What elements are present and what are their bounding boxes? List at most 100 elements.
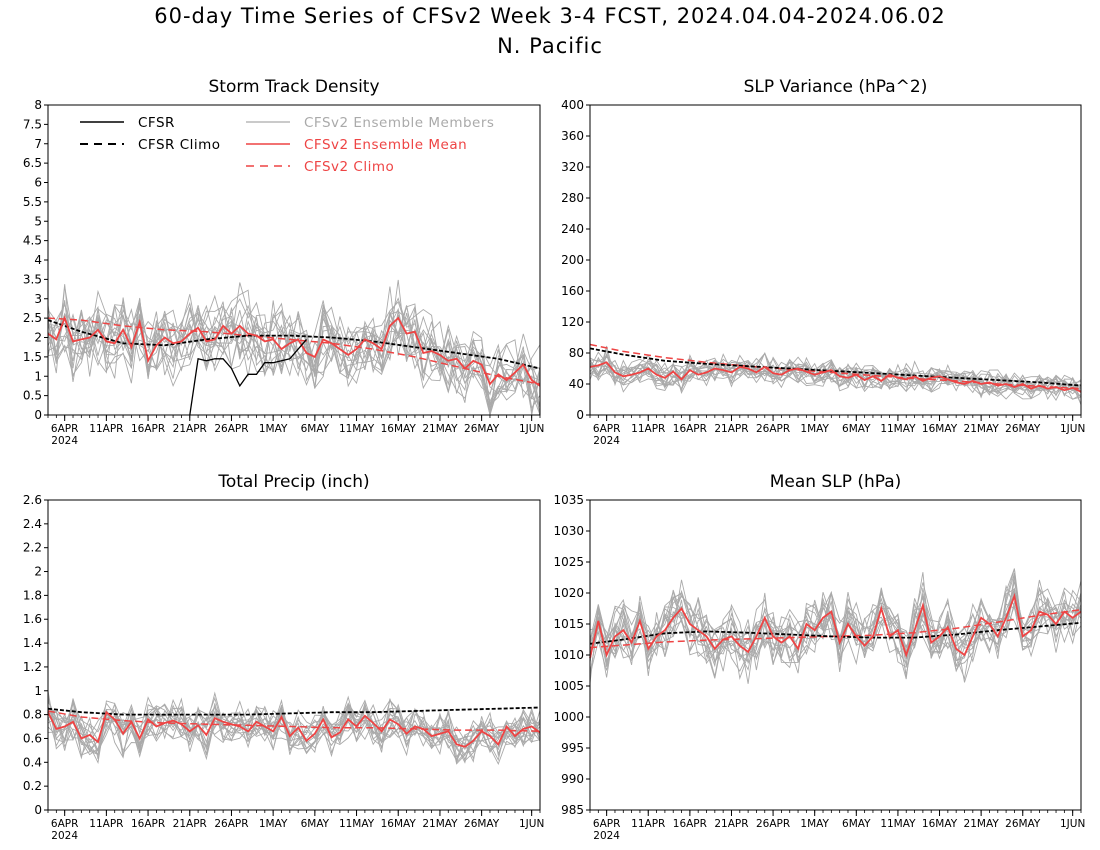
mean-slp-xtick-label: 11MAY bbox=[880, 818, 916, 830]
mean-slp-xtick-label: 1JUN bbox=[1060, 818, 1085, 830]
slp-variance-xtick-label: 11APR bbox=[631, 423, 665, 435]
mean-slp-xtick-label: 11APR bbox=[631, 818, 665, 830]
storm-track-xtick-label: 21MAY bbox=[422, 423, 458, 435]
storm-track-ytick-label: 6 bbox=[34, 176, 42, 190]
storm-track-ytick-label: 3.5 bbox=[23, 272, 42, 286]
total-precip-cfsr-climo-line bbox=[47, 706, 541, 716]
slp-variance-xtick-label: 16APR bbox=[673, 423, 707, 435]
storm-track-xtick-year: 2024 bbox=[51, 435, 78, 447]
ensemble-member-line bbox=[47, 284, 541, 406]
slp-variance-ensemble-mean-line bbox=[589, 361, 1082, 393]
storm-track-xtick-label: 16APR bbox=[131, 423, 165, 435]
storm-track-xtick-label: 26APR bbox=[214, 423, 248, 435]
mean-slp-ytick-label: 985 bbox=[561, 803, 584, 817]
ensemble-member-line bbox=[589, 589, 1082, 677]
mean-slp-ytick-label: 1010 bbox=[553, 648, 584, 662]
total-precip-xtick-label: 6APR bbox=[51, 818, 79, 830]
total-precip-xtick-year: 2024 bbox=[51, 830, 78, 842]
mean-slp-xtick-label: 26APR bbox=[756, 818, 790, 830]
storm-track-ytick-label: 5 bbox=[34, 214, 42, 228]
total-precip-xtick-label: 26MAY bbox=[464, 818, 500, 830]
legend-cfsv2-climo-label: CFSv2 Climo bbox=[304, 159, 394, 175]
storm-track-cfsv2-climo-line bbox=[47, 317, 541, 385]
mean-slp-ensemble-mean-line bbox=[589, 592, 1082, 659]
total-precip-ytick-label: 2.4 bbox=[23, 517, 42, 531]
slp-variance-xtick-label: 1MAY bbox=[800, 423, 829, 435]
total-precip-ytick-label: 1.8 bbox=[23, 588, 42, 602]
mean-slp-ytick-label: 1030 bbox=[553, 524, 584, 538]
mean-slp-xtick-year: 2024 bbox=[593, 830, 620, 842]
legend-cfsr-climo-label: CFSR Climo bbox=[138, 137, 221, 153]
mean-slp-title: Mean SLP (hPa) bbox=[770, 472, 902, 492]
legend-cfsr-label: CFSR bbox=[138, 115, 175, 131]
total-precip-ytick-label: 0 bbox=[34, 803, 42, 817]
mean-slp-ytick-label: 1000 bbox=[553, 710, 584, 724]
slp-variance-xtick-label: 26APR bbox=[756, 423, 790, 435]
mean-slp-ytick-label: 990 bbox=[561, 772, 584, 786]
storm-track-ytick-label: 4.5 bbox=[23, 234, 42, 248]
total-precip-xtick-label: 11MAY bbox=[339, 818, 375, 830]
storm-track-ytick-label: 8 bbox=[34, 98, 42, 112]
mean-slp-xtick-label: 6APR bbox=[593, 818, 621, 830]
slp-variance-ytick-label: 320 bbox=[561, 160, 584, 174]
slp-variance-xtick-label: 1JUN bbox=[1060, 423, 1085, 435]
ensemble-member-line bbox=[589, 361, 1082, 401]
slp-variance-xtick-label: 21APR bbox=[714, 423, 748, 435]
storm-track-ytick-label: 3 bbox=[34, 292, 42, 306]
total-precip-xtick-label: 11APR bbox=[89, 818, 123, 830]
ensemble-member-line bbox=[47, 696, 541, 765]
ensemble-member-line bbox=[47, 690, 541, 760]
ensemble-member-line bbox=[589, 358, 1082, 400]
ensemble-member-line bbox=[47, 306, 541, 416]
mean-slp-xtick-label: 21APR bbox=[714, 818, 748, 830]
slp-variance-ensemble-members bbox=[589, 345, 1082, 406]
mean-slp-xtick-label: 16APR bbox=[673, 818, 707, 830]
mean-slp-ensemble-members bbox=[589, 568, 1082, 684]
slp-variance-ytick-label: 120 bbox=[561, 315, 584, 329]
total-precip-ytick-label: 0.8 bbox=[23, 708, 42, 722]
total-precip-xtick-label: 21MAY bbox=[422, 818, 458, 830]
total-precip-title: Total Precip (inch) bbox=[217, 472, 369, 492]
legend-ensemble-mean-label: CFSv2 Ensemble Mean bbox=[304, 137, 467, 153]
storm-track-ensemble-members bbox=[47, 279, 541, 416]
ensemble-member-line bbox=[47, 301, 541, 416]
mean-slp-xtick-label: 21MAY bbox=[964, 818, 1000, 830]
total-precip-ytick-label: 0.4 bbox=[23, 755, 42, 769]
mean-slp-ytick-label: 1025 bbox=[553, 555, 584, 569]
slp-variance-ytick-label: 360 bbox=[561, 129, 584, 143]
slp-variance-xtick-label: 6MAY bbox=[842, 423, 871, 435]
storm-track-panel: Storm Track Density 0 0.5 1 1.5 2 2.5 3 3.5 4 4.5 5… bbox=[23, 77, 544, 447]
slp-variance-panel: SLP Variance (hPa^2) 0 40 80 120 160 200 240 280… bbox=[561, 77, 1085, 447]
storm-track-ytick-label: 6.5 bbox=[23, 156, 42, 170]
total-precip-xtick-label: 26APR bbox=[214, 818, 248, 830]
ensemble-member-line bbox=[47, 697, 541, 765]
total-precip-ytick-label: 1 bbox=[34, 684, 42, 698]
total-precip-panel: Total Precip (inch) 0 0.2 0.4 0.6 0.8 1 1.2 1.4 1… bbox=[23, 472, 544, 842]
ensemble-member-line bbox=[589, 589, 1082, 661]
storm-track-ytick-label: 1 bbox=[34, 369, 42, 383]
slp-variance-xtick-label: 11MAY bbox=[880, 423, 916, 435]
chart-subtitle: N. Pacific bbox=[497, 34, 603, 58]
storm-track-ytick-label: 5.5 bbox=[23, 195, 42, 209]
ensemble-member-line bbox=[47, 286, 541, 413]
storm-track-ytick-label: 4 bbox=[34, 253, 42, 267]
slp-variance-xtick-label: 6APR bbox=[593, 423, 621, 435]
total-precip-xtick-label: 1JUN bbox=[519, 818, 544, 830]
ensemble-member-line bbox=[47, 294, 541, 416]
slp-variance-xtick-label: 16MAY bbox=[922, 423, 958, 435]
storm-track-ytick-label: 7 bbox=[34, 137, 42, 151]
storm-track-ytick-label: 2 bbox=[34, 331, 42, 345]
storm-track-ytick-label: 7.5 bbox=[23, 117, 42, 131]
mean-slp-ytick-label: 1020 bbox=[553, 586, 584, 600]
slp-variance-xtick-label: 21MAY bbox=[964, 423, 1000, 435]
mean-slp-xtick-label: 16MAY bbox=[922, 818, 958, 830]
slp-variance-ytick-label: 0 bbox=[576, 408, 584, 422]
total-precip-ytick-label: 0.2 bbox=[23, 779, 42, 793]
mean-slp-frame bbox=[589, 499, 1082, 811]
total-precip-xtick-label: 16APR bbox=[131, 818, 165, 830]
mean-slp-ytick-label: 1005 bbox=[553, 679, 584, 693]
slp-variance-cfsv2-climo-line bbox=[589, 343, 1082, 390]
storm-track-ensemble-mean-line bbox=[47, 315, 541, 387]
total-precip-frame bbox=[47, 499, 541, 811]
